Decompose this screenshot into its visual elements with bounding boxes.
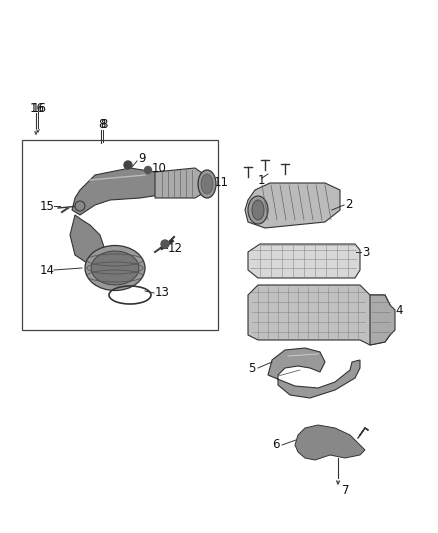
Polygon shape bbox=[370, 295, 395, 345]
Text: 8: 8 bbox=[100, 118, 107, 132]
Ellipse shape bbox=[248, 196, 268, 224]
Polygon shape bbox=[72, 168, 165, 215]
Polygon shape bbox=[248, 285, 390, 345]
Text: 15: 15 bbox=[40, 199, 55, 213]
Text: 12: 12 bbox=[168, 241, 183, 254]
Circle shape bbox=[161, 240, 169, 248]
Text: 13: 13 bbox=[155, 287, 170, 300]
Text: 2: 2 bbox=[345, 198, 353, 212]
Text: 10: 10 bbox=[152, 161, 167, 174]
Text: 1: 1 bbox=[258, 174, 265, 187]
Circle shape bbox=[124, 161, 132, 169]
Ellipse shape bbox=[252, 200, 264, 220]
Ellipse shape bbox=[201, 174, 213, 194]
Polygon shape bbox=[245, 183, 340, 228]
Text: 8: 8 bbox=[98, 118, 106, 132]
Bar bbox=[22, 140, 218, 330]
Ellipse shape bbox=[85, 246, 145, 290]
Text: 7: 7 bbox=[342, 483, 350, 497]
Polygon shape bbox=[70, 215, 105, 265]
Text: 6: 6 bbox=[272, 439, 279, 451]
Text: 9: 9 bbox=[138, 151, 145, 165]
Text: 11: 11 bbox=[214, 175, 229, 189]
Polygon shape bbox=[248, 244, 360, 278]
Ellipse shape bbox=[198, 170, 216, 198]
Polygon shape bbox=[268, 348, 360, 398]
Text: 16: 16 bbox=[32, 101, 47, 115]
Text: 14: 14 bbox=[40, 263, 55, 277]
Text: 16: 16 bbox=[30, 101, 45, 115]
Polygon shape bbox=[295, 425, 365, 460]
Circle shape bbox=[75, 201, 85, 211]
Text: 5: 5 bbox=[248, 361, 255, 375]
Ellipse shape bbox=[91, 251, 139, 285]
Polygon shape bbox=[155, 168, 205, 198]
Text: 3: 3 bbox=[362, 246, 369, 259]
Text: 4: 4 bbox=[395, 303, 403, 317]
Circle shape bbox=[145, 166, 152, 174]
